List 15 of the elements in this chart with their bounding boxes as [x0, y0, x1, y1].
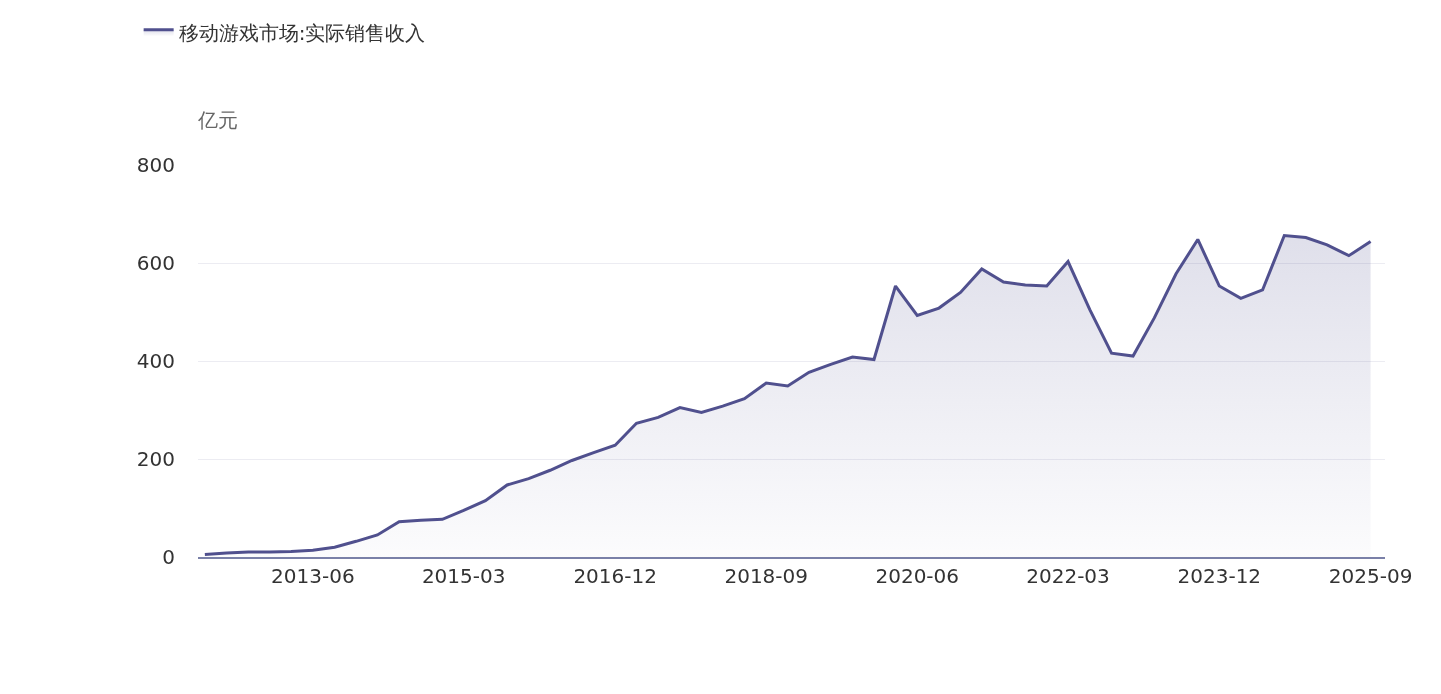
- y-tick-label: 600: [136, 251, 175, 275]
- x-tick-label: 2020-06: [875, 564, 960, 588]
- x-tick-label: 2025-09: [1328, 564, 1413, 588]
- x-tick-label: 2022-03: [1026, 564, 1110, 588]
- y-tick-label: 0: [162, 545, 175, 569]
- y-tick-label: 800: [136, 153, 175, 177]
- x-tick-label: 2016-12: [573, 564, 657, 588]
- y-tick-label: 400: [136, 349, 175, 373]
- x-tick-label: 2023-12: [1177, 564, 1262, 588]
- x-tick-label: 2015-03: [421, 564, 506, 588]
- y-tick-label: 200: [136, 447, 175, 471]
- legend-label: 移动游戏市场:实际销售收入: [178, 20, 426, 45]
- y-axis-title: 亿元: [197, 108, 238, 132]
- x-tick-label: 2013-06: [271, 564, 355, 588]
- x-tick-label: 2018-09: [724, 564, 808, 588]
